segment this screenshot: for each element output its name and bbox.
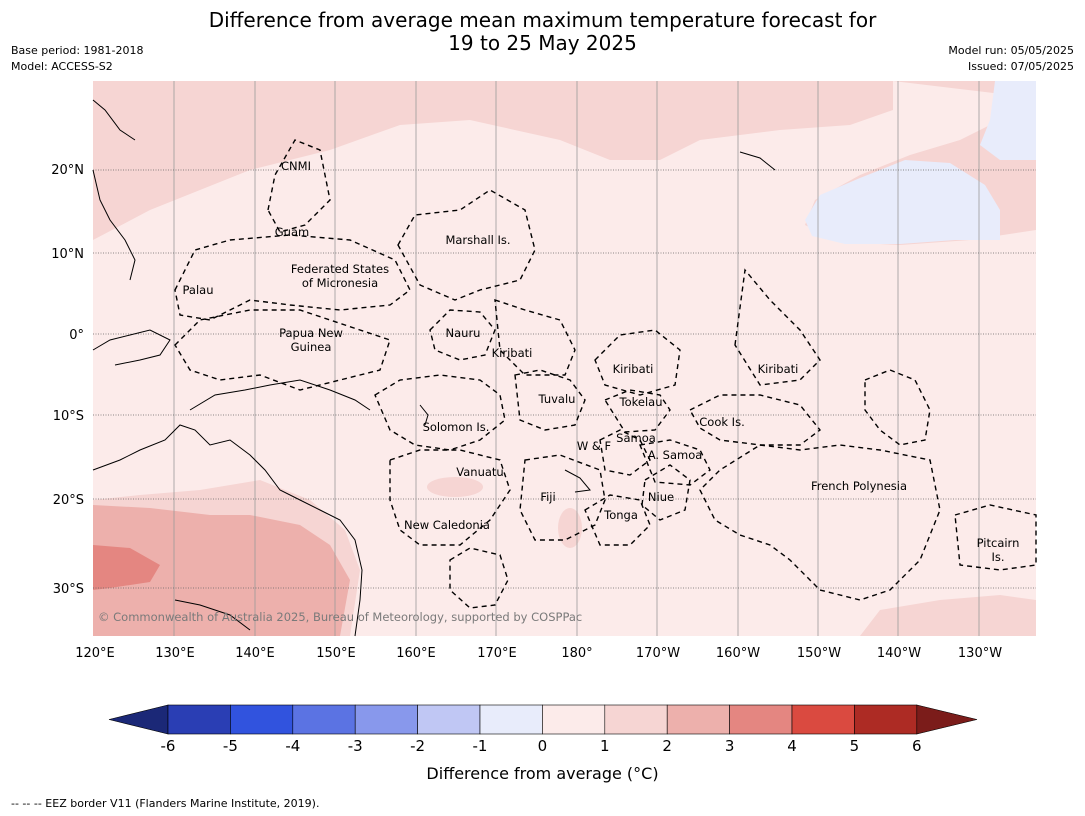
latitude-lines [93, 169, 1036, 589]
colorbar-segment [417, 704, 481, 735]
issued-date: Issued: 07/05/2025 [967, 60, 1074, 73]
colorbar-tick-label: -1 [473, 737, 488, 755]
colorbar-tick-label: -4 [285, 737, 300, 755]
colorbar-segment [854, 704, 918, 735]
lon-label: 160°W [716, 646, 760, 661]
lon-label: 130°E [155, 646, 195, 661]
colorbar-segment [230, 704, 294, 735]
lat-label: 10°S [53, 409, 84, 424]
region-label-vanuatu: Vanuatu [456, 465, 503, 479]
eez-borders [174, 139, 1037, 609]
lat-label: 30°S [53, 582, 84, 597]
colorbar-segment [729, 704, 793, 735]
lon-label: 160°E [396, 646, 436, 661]
base-period: Base period: 1981-2018 [11, 44, 144, 57]
copyright-text: © Commonwealth of Australia 2025, Bureau… [98, 610, 582, 624]
region-label-tuvalu: Tuvalu [538, 392, 576, 406]
region-label-tonga: Tonga [603, 508, 638, 522]
region-label-kiribati-west: Kiribati [492, 346, 533, 360]
lon-label: 180° [561, 646, 592, 661]
figure-title-line1: Difference from average mean maximum tem… [208, 8, 877, 32]
region-label-cnmi: CNMI [281, 159, 311, 173]
colorbar-segment [354, 704, 418, 735]
latitude-labels: 20°N 10°N 0° 10°S 20°S 30°S [51, 163, 84, 597]
anomaly-band-1-2-north [93, 81, 893, 240]
region-label-solomon: Solomon Is. [423, 420, 490, 434]
colorbar-segment [542, 704, 606, 735]
region-label-kiribati-east: Kiribati [758, 362, 799, 376]
colorbar-segment [479, 704, 543, 735]
colorbar-extend-high [916, 704, 978, 735]
longitude-labels: 120°E 130°E 140°E 150°E 160°E 170°E 180°… [75, 646, 1002, 661]
colorbar-tick-label: 0 [538, 737, 548, 755]
model-run: Model run: 05/05/2025 [948, 44, 1074, 57]
colorbar-tick-label: -2 [410, 737, 425, 755]
colorbar-segment [604, 704, 668, 735]
colorbar-tick-label: 3 [725, 737, 735, 755]
lon-label: 140°W [877, 646, 921, 661]
region-label-palau: Palau [183, 283, 214, 297]
lat-label: 10°N [51, 247, 84, 262]
region-label-asamoa: A. Samoa [648, 448, 703, 462]
region-label-kiribati-central: Kiribati [613, 362, 654, 376]
lat-label: 20°S [53, 493, 84, 508]
region-label-pitcairn: Pitcairn Is. [977, 536, 1020, 564]
region-label-fsm: Federated States of Micronesia [291, 262, 389, 290]
anomaly-band-neg-central [805, 160, 1000, 244]
region-label-png: Papua New Guinea [279, 326, 343, 354]
anomaly-band-2-3-southwest [93, 505, 350, 636]
region-label-nauru: Nauru [446, 326, 481, 340]
region-label-new-caledonia: New Caledonia [404, 518, 490, 532]
colorbar-tick-label: 6 [912, 737, 922, 755]
lon-label: 120°E [75, 646, 115, 661]
colorbar-segment [292, 704, 356, 735]
colorbar-segment [167, 704, 231, 735]
region-label-tokelau: Tokelau [619, 395, 663, 409]
anomaly-patch-1 [427, 477, 483, 497]
anomaly-patch-2 [558, 508, 582, 548]
region-label-samoa: Samoa [616, 431, 656, 445]
lon-label: 150°E [316, 646, 356, 661]
colorbar-tick-label: -3 [348, 737, 363, 755]
colorbar-tick-label: 2 [662, 737, 672, 755]
coastlines [92, 99, 776, 637]
lon-label: 130°W [958, 646, 1002, 661]
anomaly-band-3-4-southwest [93, 545, 160, 590]
lon-label: 140°E [235, 646, 275, 661]
lon-label: 170°E [477, 646, 517, 661]
colorbar-label: Difference from average (°C) [426, 764, 659, 783]
lon-label: 150°W [797, 646, 841, 661]
lat-label: 20°N [51, 163, 84, 178]
eez-footnote: -- -- -- EEZ border V11 (Flanders Marine… [11, 797, 320, 810]
lat-label: 0° [69, 328, 84, 343]
anomaly-band-1-2-southeast [860, 595, 1036, 636]
colorbar-segment [791, 704, 855, 735]
region-label-fiji: Fiji [540, 490, 555, 504]
region-label-marshall: Marshall Is. [445, 233, 510, 247]
model-name: Model: ACCESS-S2 [11, 60, 113, 73]
region-label-guam: Guam [275, 225, 309, 239]
colorbar-tick-label: 1 [600, 737, 610, 755]
anomaly-band-neg-northeast [980, 81, 1036, 160]
region-label-niue: Niue [648, 490, 674, 504]
colorbar-extend-low [108, 704, 169, 735]
figure-title-line2: 19 to 25 May 2025 [448, 31, 637, 55]
colorbar-segment [666, 704, 730, 735]
colorbar-tick-label: 4 [787, 737, 797, 755]
region-labels: CNMI Guam Marshall Is. Federated States o… [183, 159, 1020, 564]
region-label-wf: W & F [577, 439, 611, 453]
colorbar-tick-label: 5 [850, 737, 860, 755]
colorbar-tick-label: -5 [223, 737, 238, 755]
region-label-cook: Cook Is. [699, 415, 744, 429]
colorbar: -6 -5 -4 -3 -2 -1 0 1 2 3 4 5 6 [108, 704, 978, 755]
lon-label: 170°W [636, 646, 680, 661]
colorbar-tick-label: -6 [161, 737, 176, 755]
region-label-french-polynesia: French Polynesia [811, 479, 907, 493]
graticule [173, 81, 980, 636]
